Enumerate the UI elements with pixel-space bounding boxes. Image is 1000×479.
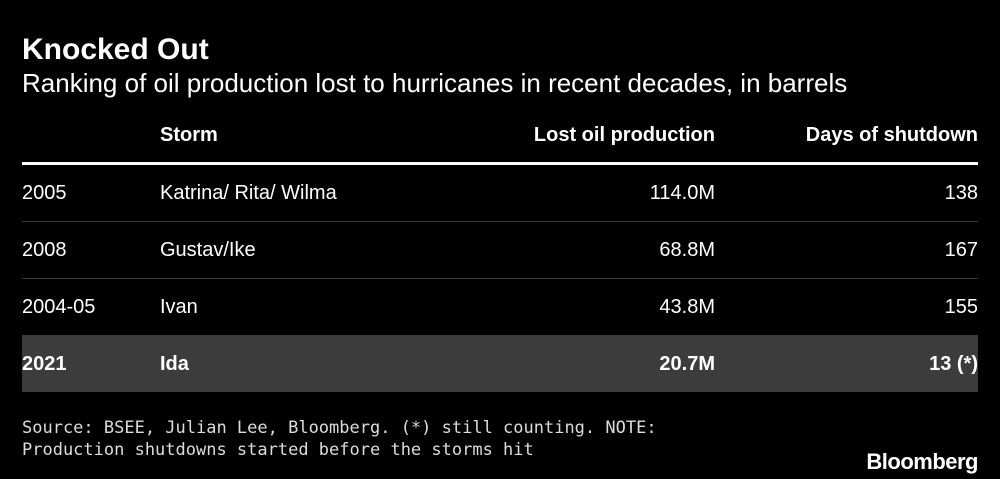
source-note: Source: BSEE, Julian Lee, Bloomberg. (*)… <box>22 418 657 460</box>
cell-lost-oil-production: 43.8M <box>659 296 715 318</box>
bloomberg-logo: Bloomberg <box>866 449 978 474</box>
cell-storm: Katrina/ Rita/ Wilma <box>160 182 337 204</box>
cell-days-of-shutdown: 138 <box>944 182 978 204</box>
cell-year: 2005 <box>22 182 67 204</box>
cell-days-of-shutdown: 13 (*) <box>929 353 978 375</box>
table-row: 2004-05 Ivan 43.8M 155 <box>22 279 978 336</box>
table-row: 2008 Gustav/Ike 68.8M 167 <box>22 222 978 279</box>
data-table: Storm Lost oil production Days of shutdo… <box>22 112 978 392</box>
cell-storm: Ivan <box>160 296 198 318</box>
table-body: 2005 Katrina/ Rita/ Wilma 114.0M 138 2008 Gus… <box>22 165 978 392</box>
cell-storm: Ida <box>160 353 189 375</box>
chart-subtitle: Ranking of oil production lost to hurric… <box>22 68 848 98</box>
cell-year: 2021 <box>22 353 67 375</box>
cell-lost-oil-production: 114.0M <box>649 182 715 204</box>
cell-lost-oil-production: 20.7M <box>659 353 715 375</box>
cell-storm: Gustav/Ike <box>160 239 256 261</box>
table-header: Storm Lost oil production Days of shutdo… <box>22 112 978 165</box>
cell-lost-oil-production: 68.8M <box>659 239 715 261</box>
cell-days-of-shutdown: 155 <box>944 296 978 318</box>
cell-year: 2004-05 <box>22 296 96 318</box>
table-row: 2021 Ida 20.7M 13 (*) <box>22 336 978 392</box>
cell-days-of-shutdown: 167 <box>944 239 978 261</box>
cell-year: 2008 <box>22 239 67 261</box>
header-days-of-shutdown: Days of shutdown <box>805 124 978 146</box>
header-lost-oil-production: Lost oil production <box>533 124 715 146</box>
table-row: 2005 Katrina/ Rita/ Wilma 114.0M 138 <box>22 165 978 222</box>
chart-title: Knocked Out <box>22 33 209 66</box>
header-storm: Storm <box>160 124 218 146</box>
